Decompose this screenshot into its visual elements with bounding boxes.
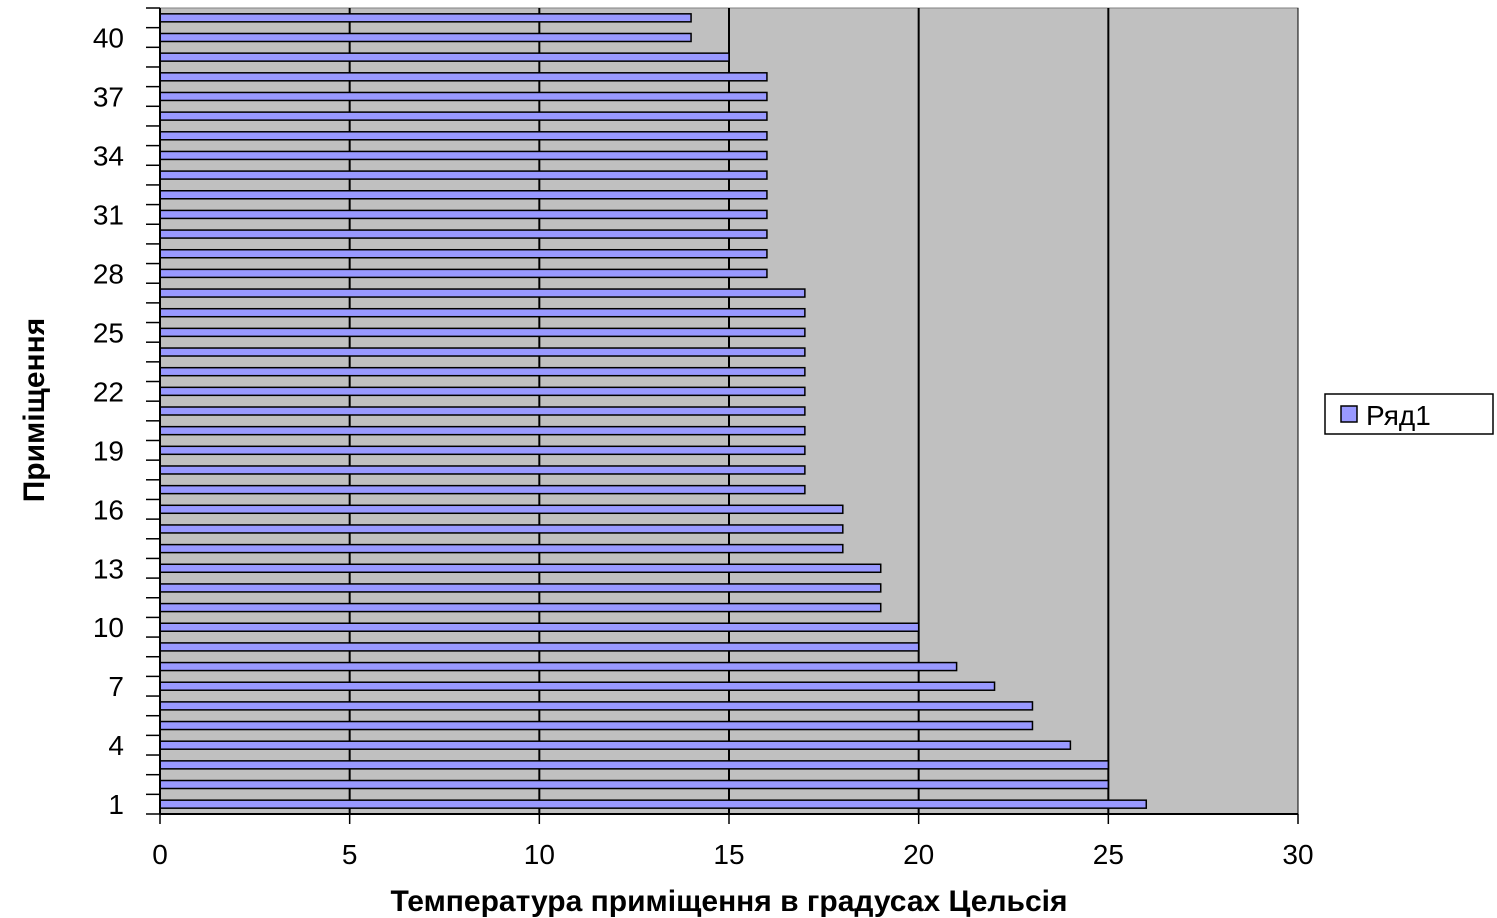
bar [159,209,768,220]
bar [159,524,844,534]
value-tick-label: 0 [152,839,168,870]
bar [159,445,806,456]
bar [159,150,768,161]
value-tick-label: 5 [342,839,358,870]
bar [159,740,1072,750]
bar [159,229,768,239]
category-tick-label: 28 [93,258,124,289]
axes [146,7,1299,824]
bar [159,386,806,397]
category-tick-labels: 1 4 7 10 13 16 19 22 25 28 31 34 37 40 [93,22,124,820]
bar [159,543,844,554]
legend-label: Ряд1 [1366,400,1431,431]
bar [159,347,806,357]
legend-swatch [1340,405,1358,423]
category-tick-label: 10 [93,612,124,643]
bar [159,563,882,574]
gridlines [348,8,1299,814]
category-tick-label: 31 [93,199,124,230]
bar [159,583,882,593]
x-axis-title: Температура приміщення в градусах Цельсі… [390,885,1067,918]
bar [159,248,768,259]
bar [159,681,996,691]
category-tick-label: 22 [93,376,124,407]
bar [159,484,806,495]
bar [159,602,882,613]
bar [159,425,806,436]
value-tick-label: 20 [903,839,934,870]
bar [159,642,920,652]
legend: Ряд1 [1324,393,1494,435]
value-tick-label: 25 [1093,839,1124,870]
bar [159,465,806,475]
bar [159,701,1034,711]
bar [159,779,1110,790]
bar [159,170,768,180]
category-tick-label: 37 [93,81,124,112]
value-tick-labels: 0 5 10 15 20 25 30 [152,839,1313,870]
bar [159,366,806,377]
bar [159,406,806,416]
category-tick-label: 1 [108,789,124,820]
category-tick-label: 40 [93,22,124,53]
bar [159,504,844,515]
bar [159,72,768,82]
bar [159,288,806,298]
bar [159,622,920,632]
bar [159,131,768,141]
category-tick-label: 25 [93,317,124,348]
value-tick-label: 15 [713,839,744,870]
bar [159,720,1034,731]
bar [159,760,1110,770]
category-tick-label: 34 [93,140,124,171]
category-tick-label: 19 [93,435,124,466]
bar [159,52,730,62]
bar [159,190,768,200]
bar [159,91,768,102]
bar [159,32,692,43]
category-tick-label: 13 [93,553,124,584]
bar [159,111,768,121]
value-tick-label: 10 [524,839,555,870]
category-tick-label: 7 [108,671,124,702]
bar [159,268,768,279]
bar [159,307,806,318]
category-tick-label: 16 [93,494,124,525]
value-tick-label: 30 [1282,839,1313,870]
bar [159,799,1148,809]
y-axis-title: Приміщення [18,318,51,503]
bar [159,13,692,23]
bar [159,327,806,338]
bar [159,661,958,672]
category-tick-label: 4 [108,730,124,761]
